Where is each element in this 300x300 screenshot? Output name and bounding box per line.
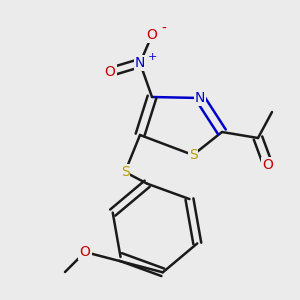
Text: O: O [147, 28, 158, 42]
Text: S: S [121, 165, 129, 179]
Text: +: + [147, 52, 157, 62]
Text: N: N [135, 56, 145, 70]
Text: O: O [105, 65, 116, 79]
Text: -: - [162, 22, 167, 36]
Text: N: N [195, 91, 205, 105]
Text: O: O [80, 245, 90, 259]
Text: S: S [189, 148, 197, 162]
Text: O: O [262, 158, 273, 172]
